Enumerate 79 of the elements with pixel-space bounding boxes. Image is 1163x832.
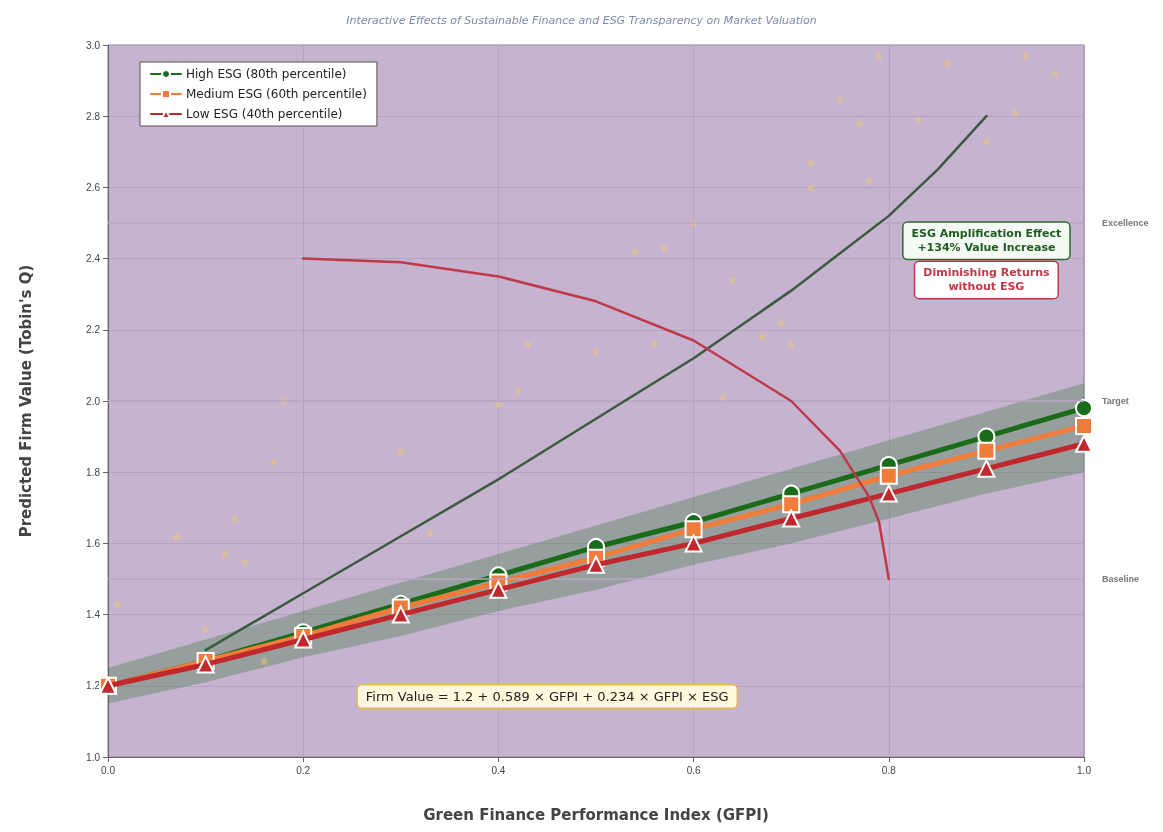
point	[835, 93, 845, 103]
point	[913, 115, 923, 125]
x-tick-label: 0.6	[686, 764, 701, 776]
point	[591, 346, 601, 356]
point	[493, 400, 503, 410]
point	[757, 332, 767, 342]
ref-line-label: Baseline	[1102, 574, 1140, 584]
point	[874, 51, 884, 61]
point	[587, 555, 605, 574]
point	[630, 246, 640, 256]
point	[1075, 434, 1093, 453]
point	[489, 580, 508, 599]
point	[523, 339, 533, 349]
point	[806, 182, 816, 192]
point	[728, 275, 738, 285]
y-tick-label: 2.0	[86, 395, 101, 407]
x-tick-label: 0.0	[101, 764, 116, 776]
point	[513, 385, 523, 395]
point	[396, 446, 406, 456]
point	[113, 599, 123, 609]
y-tick-label: 2.8	[86, 110, 101, 122]
legend-label: High ESG (80th percentile)	[186, 67, 347, 81]
line-series	[301, 257, 891, 581]
point	[259, 656, 269, 666]
point	[201, 624, 211, 634]
y-axis-title: Predicted Firm Value (Tobin's Q)	[16, 264, 35, 538]
point	[977, 459, 996, 478]
point	[879, 484, 898, 503]
ref-line-label: Target	[1102, 396, 1129, 406]
point	[977, 441, 996, 460]
ref-line-label: Excellence	[1102, 218, 1149, 228]
point	[240, 556, 250, 566]
point	[659, 243, 669, 253]
y-tick-label: 3.0	[86, 39, 101, 51]
point	[786, 339, 796, 349]
legend-label: Medium ESG (60th percentile)	[186, 87, 367, 101]
point	[294, 630, 313, 649]
x-tick-label: 0.2	[296, 764, 311, 776]
y-tick-label: 1.6	[86, 537, 101, 549]
point	[684, 520, 703, 539]
x-tick-label: 0.4	[491, 764, 506, 776]
x-tick-label: 0.8	[881, 764, 897, 776]
chart-title: Interactive Effects of Sustainable Finance and ESG Transparency on Market Valuation	[346, 14, 817, 27]
point	[391, 605, 410, 624]
y-tick-label: 1.8	[86, 466, 101, 478]
point	[650, 339, 660, 349]
point	[196, 655, 215, 674]
point	[1075, 399, 1093, 418]
point	[981, 136, 991, 146]
y-tick-label: 2.4	[86, 253, 101, 265]
point	[782, 509, 801, 528]
point	[855, 118, 865, 128]
point	[1075, 416, 1093, 435]
y-tick-label: 1.2	[86, 680, 101, 692]
point	[171, 531, 181, 541]
point	[942, 58, 952, 68]
point	[782, 495, 801, 514]
y-tick-label: 2.6	[86, 181, 101, 193]
legend-label: Low ESG (40th percentile)	[186, 107, 343, 121]
point	[776, 318, 786, 328]
annotation: Diminishing Returns without ESG	[923, 266, 1050, 294]
point	[269, 457, 279, 467]
annotation: Firm Value = 1.2 + 0.589 × GFPI + 0.234 × GFPI × ESG	[365, 688, 729, 704]
point	[1020, 51, 1030, 61]
point	[425, 528, 435, 538]
x-axis-title: Green Finance Performance Index (GFPI)	[423, 805, 769, 824]
point	[1011, 108, 1021, 118]
y-tick-label: 1.4	[86, 609, 101, 621]
point	[864, 175, 874, 185]
point	[1050, 68, 1060, 78]
point	[684, 534, 703, 553]
annotation: ESG Amplification Effect +134% Value Increase	[911, 227, 1062, 255]
y-tick-label: 1.0	[86, 751, 101, 763]
x-tick-label: 1.0	[1077, 764, 1092, 776]
point	[879, 466, 898, 485]
point	[220, 549, 230, 559]
y-tick-label: 2.2	[86, 324, 101, 336]
point	[806, 157, 816, 167]
point	[230, 513, 240, 523]
